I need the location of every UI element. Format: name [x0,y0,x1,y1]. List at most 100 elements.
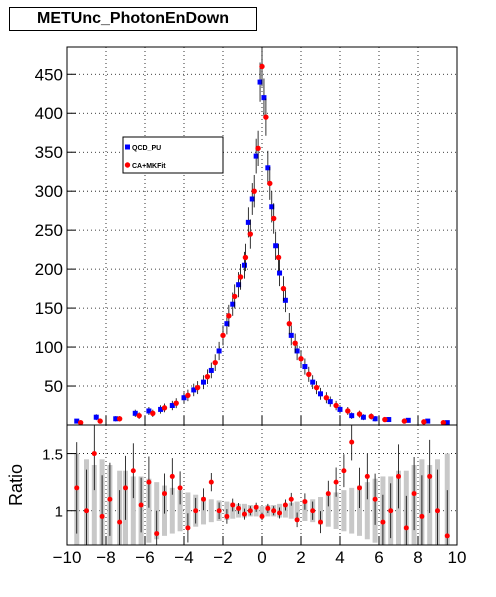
x-tick-label: −6 [135,548,154,567]
point-ca-mkfit [259,63,265,70]
point-ca-mkfit [382,416,388,423]
ratio-band-bin [341,490,347,532]
ratio-point [74,485,80,491]
ratio-band-bin [364,482,370,540]
ratio-band-bin [91,465,97,545]
point-ca-mkfit [271,215,277,222]
point-ca-mkfit [251,188,257,194]
point-qcd-pu [425,418,431,424]
ratio-band-bin [169,487,175,534]
point-qcd-pu [224,321,230,327]
point-ca-mkfit [356,411,363,417]
point-qcd-pu [181,395,187,401]
point-ca-mkfit [263,114,269,120]
ratio-point [253,504,259,510]
point-qcd-pu [201,379,206,385]
ratio-point [185,525,191,531]
ratio-point [403,525,409,531]
point-qcd-pu [273,243,279,249]
ratio-band-bin [146,478,152,543]
ratio-point [444,533,450,539]
point-ca-mkfit [242,254,249,261]
ratio-point [201,496,206,502]
point-ca-mkfit [232,293,238,300]
ratio-point [282,502,288,508]
point-qcd-pu [230,301,236,307]
ratio-point [91,451,97,457]
ratio-point [396,473,401,479]
ratio-point [325,491,331,497]
point-ca-mkfit [185,392,191,399]
point-ca-mkfit [401,418,408,424]
point-qcd-pu [261,95,267,101]
ratio-point [169,473,175,479]
y-tick-label: 100 [35,338,63,357]
point-qcd-pu [241,262,247,268]
point-ca-mkfit [345,408,351,414]
x-tick-label: −2 [213,548,232,567]
point-ca-mkfit [247,231,253,237]
x-tick-label: 4 [335,548,344,567]
x-tick-label: −8 [96,548,115,567]
point-qcd-pu [158,406,164,412]
ratio-point [123,485,128,491]
point-qcd-pu [337,406,343,412]
point-qcd-pu [360,414,366,420]
ratio-point [411,491,417,497]
ratio-point [216,508,222,514]
legend-label: CA+MKFit [132,163,166,170]
ratio-band-bin [333,492,339,529]
ratio-band-bin [177,490,183,532]
ratio-band-bin [325,494,331,527]
point-ca-mkfit [313,384,320,391]
legend-label: QCD_PU [132,145,161,152]
point-qcd-pu [327,399,333,405]
point-qcd-pu [372,416,378,422]
point-qcd-pu [132,410,138,416]
point-ca-mkfit [194,384,201,391]
legend-marker-qcd-pu [125,144,130,150]
x-tick-label: 6 [374,548,383,567]
ratio-point [236,505,242,511]
point-ca-mkfit [173,400,179,406]
point-ca-mkfit [323,395,330,401]
ratio-band-bin [318,497,323,525]
ratio-y-tick-label: 1.5 [42,447,63,464]
ratio-point [294,517,300,523]
ratio-point [380,519,386,525]
ratio-point [318,519,323,525]
ratio-band-bin [208,499,214,523]
legend-marker-ca-mkfit [124,162,131,168]
ratio-point [364,473,370,479]
point-ca-mkfit [220,332,226,339]
ratio-point [208,479,214,485]
ratio-point [333,479,339,485]
point-ca-mkfit [421,419,427,425]
point-qcd-pu [169,403,175,409]
main-series [74,47,450,426]
ratio-band-bin [259,506,265,516]
ratio-point [107,496,113,502]
point-ca-mkfit [255,145,261,152]
point-qcd-pu [310,379,316,385]
point-ca-mkfit [280,285,287,292]
point-ca-mkfit [212,359,218,366]
point-qcd-pu [294,348,300,354]
y-tick-label: 400 [35,104,63,123]
ratio-point [427,473,433,479]
x-tick-label: −10 [53,548,82,567]
point-ca-mkfit [333,402,339,409]
point-ca-mkfit [226,313,232,319]
ratio-band-bin [201,497,206,525]
ratio-point [302,499,308,505]
x-tick-label: −4 [174,548,193,567]
point-qcd-pu [277,270,283,276]
y-tick-label: 450 [35,65,63,84]
point-ca-mkfit [286,320,292,327]
ratio-y-tick-label: 1 [55,504,63,521]
y-tick-label: 300 [35,182,63,201]
ratio-axis-label: Ratio [6,464,26,506]
ratio-band-bin [288,502,294,519]
point-qcd-pu [257,79,263,85]
point-qcd-pu [302,364,308,370]
